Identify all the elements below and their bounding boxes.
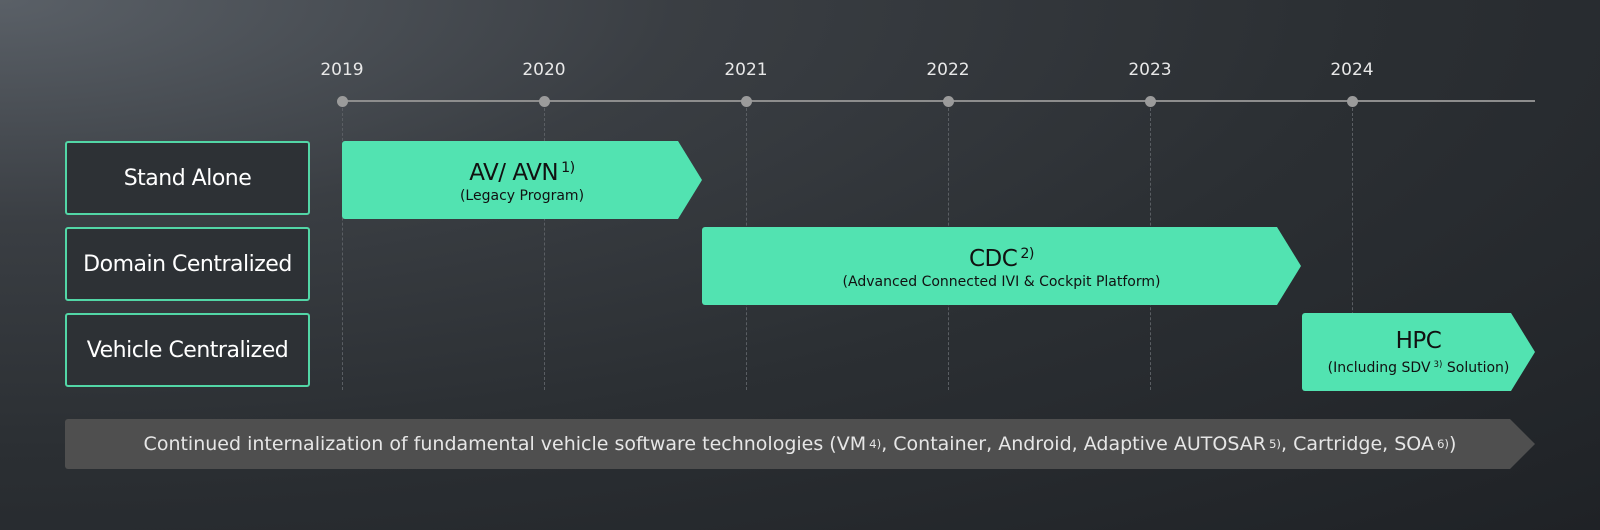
- bar-subtitle: (Including SDV 3) Solution): [1327, 359, 1510, 376]
- row-label-vehicle-centralized: Vehicle Centralized: [65, 313, 310, 387]
- bar-title: CDC 2): [969, 245, 1034, 272]
- row-label-text: Domain Centralized: [83, 251, 292, 277]
- year-label-2024: 2024: [1330, 60, 1374, 80]
- banner-text: , Cartridge, SOA: [1281, 433, 1434, 455]
- gridline: [544, 108, 545, 390]
- banner-text: Continued internalization of fundamental…: [143, 433, 867, 455]
- gridline: [1352, 108, 1353, 390]
- footnote-ref: 3): [1433, 359, 1443, 370]
- year-label-2020: 2020: [522, 60, 566, 80]
- timeline-dot: [1347, 96, 1358, 107]
- timeline-dot: [337, 96, 348, 107]
- row-label-text: Stand Alone: [123, 165, 252, 191]
- timeline-dot: [539, 96, 550, 107]
- bar-cdc: CDC 2) (Advanced Connected IVI & Cockpit …: [702, 227, 1301, 305]
- bar-subtitle: (Legacy Program): [459, 188, 585, 205]
- timeline-dot: [943, 96, 954, 107]
- technology-banner: Continued internalization of fundamental…: [65, 419, 1535, 469]
- year-label-2023: 2023: [1128, 60, 1172, 80]
- year-label-2021: 2021: [724, 60, 768, 80]
- footnote-ref: 2): [1020, 245, 1034, 262]
- bar-av-avn: AV/ AVN 1) (Legacy Program): [342, 141, 702, 219]
- bar-hpc: HPC (Including SDV 3) Solution): [1302, 313, 1535, 391]
- footnote-ref: 4): [869, 437, 882, 451]
- timeline-dot: [1145, 96, 1156, 107]
- footnote-ref: 1): [561, 159, 575, 176]
- year-label-2022: 2022: [926, 60, 970, 80]
- timeline-axis: [342, 100, 1535, 102]
- timeline-dot: [741, 96, 752, 107]
- bar-subtitle: (Advanced Connected IVI & Cockpit Platfo…: [842, 274, 1161, 291]
- row-label-text: Vehicle Centralized: [86, 337, 289, 363]
- footnote-ref: 5): [1268, 437, 1282, 451]
- banner-text: , Container, Android, Adaptive AUTOSAR: [881, 433, 1266, 455]
- bar-title: AV/ AVN 1): [469, 159, 575, 186]
- gridline: [342, 108, 343, 390]
- row-label-stand-alone: Stand Alone: [65, 141, 310, 215]
- footnote-ref: 6): [1436, 437, 1450, 451]
- bar-title: HPC: [1395, 327, 1442, 354]
- year-label-2019: 2019: [320, 60, 364, 80]
- row-label-domain-centralized: Domain Centralized: [65, 227, 310, 301]
- banner-text: ): [1449, 433, 1457, 455]
